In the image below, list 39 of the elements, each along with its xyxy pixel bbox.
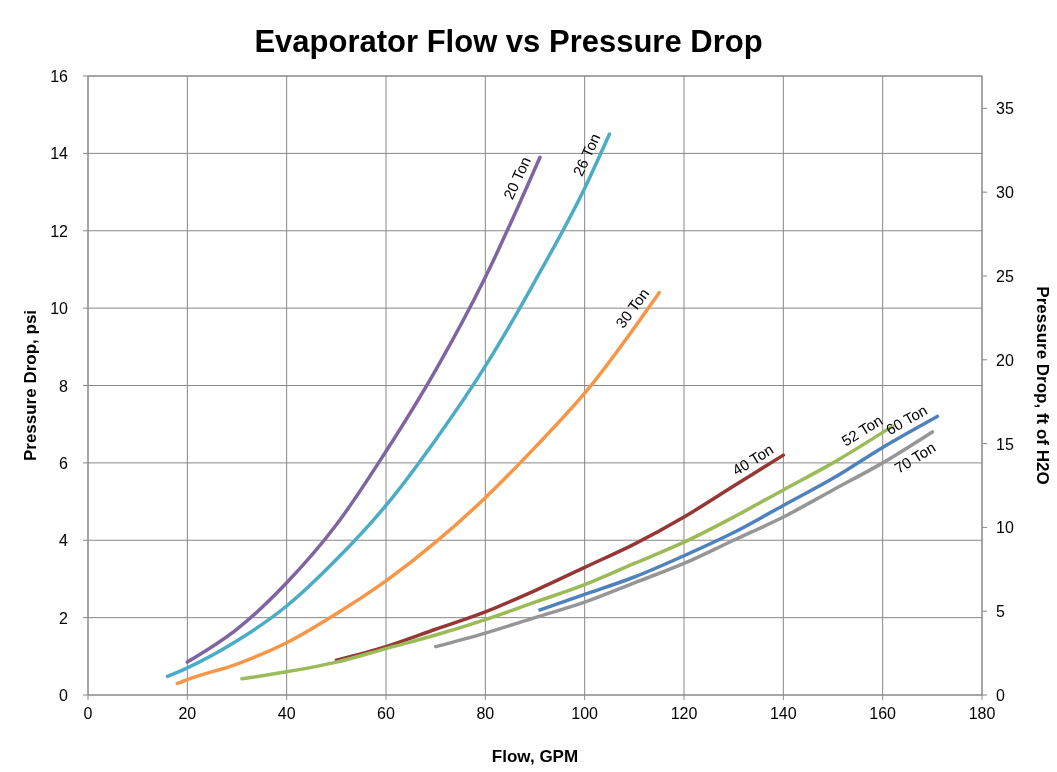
line-series [185,155,542,664]
y-tick-label: 14 [50,145,69,163]
x-tick-label: 40 [277,705,296,722]
y2-tick-label: 10 [996,519,1014,537]
x-tick-label: 140 [769,705,797,722]
line-series [165,132,612,679]
y-tick-label: 12 [50,222,69,240]
line-series [175,290,661,686]
y-tick-label: 2 [59,609,69,627]
chart-title: Evaporator Flow vs Pressure Drop [254,24,763,59]
y2-tick-label: 5 [996,603,1005,621]
y2-tick-label: 15 [996,435,1014,453]
text: 20 Ton [499,154,534,202]
x-tick-label: 100 [571,705,599,722]
x-tick-label: 180 [968,705,996,722]
x-tick-label: 120 [670,705,698,722]
y2-tick-label: 35 [996,100,1014,118]
x-tick-label: 160 [869,705,897,722]
y2-axis-title: Pressure Drop, ft of H2O [1033,286,1052,485]
y-tick-label: 0 [59,687,69,704]
y2-tick-label: 30 [996,184,1014,202]
y-tick-label: 8 [59,377,69,395]
y-tick-label: 6 [59,454,69,472]
y-tick-label: 16 [50,68,69,85]
x-axis-title: Flow, GPM [491,747,579,766]
x-tick-label: 20 [178,705,197,722]
y-tick-label: 10 [50,300,69,318]
x-tick-label: 80 [476,705,495,722]
y2-tick-label: 20 [996,351,1014,369]
text: 30 Ton [612,284,653,332]
y2-tick-label: 25 [996,267,1014,285]
x-tick-label: 60 [377,705,395,722]
y-tick-label: 4 [59,532,69,550]
text: 70 Ton [891,438,939,477]
x-tick-label: 0 [83,705,93,722]
text: 40 Ton [729,440,777,479]
y-axis-title: Pressure Drop, psi [21,309,40,462]
text: 26 Ton [569,130,604,179]
y2-tick-label: 0 [996,687,1005,704]
